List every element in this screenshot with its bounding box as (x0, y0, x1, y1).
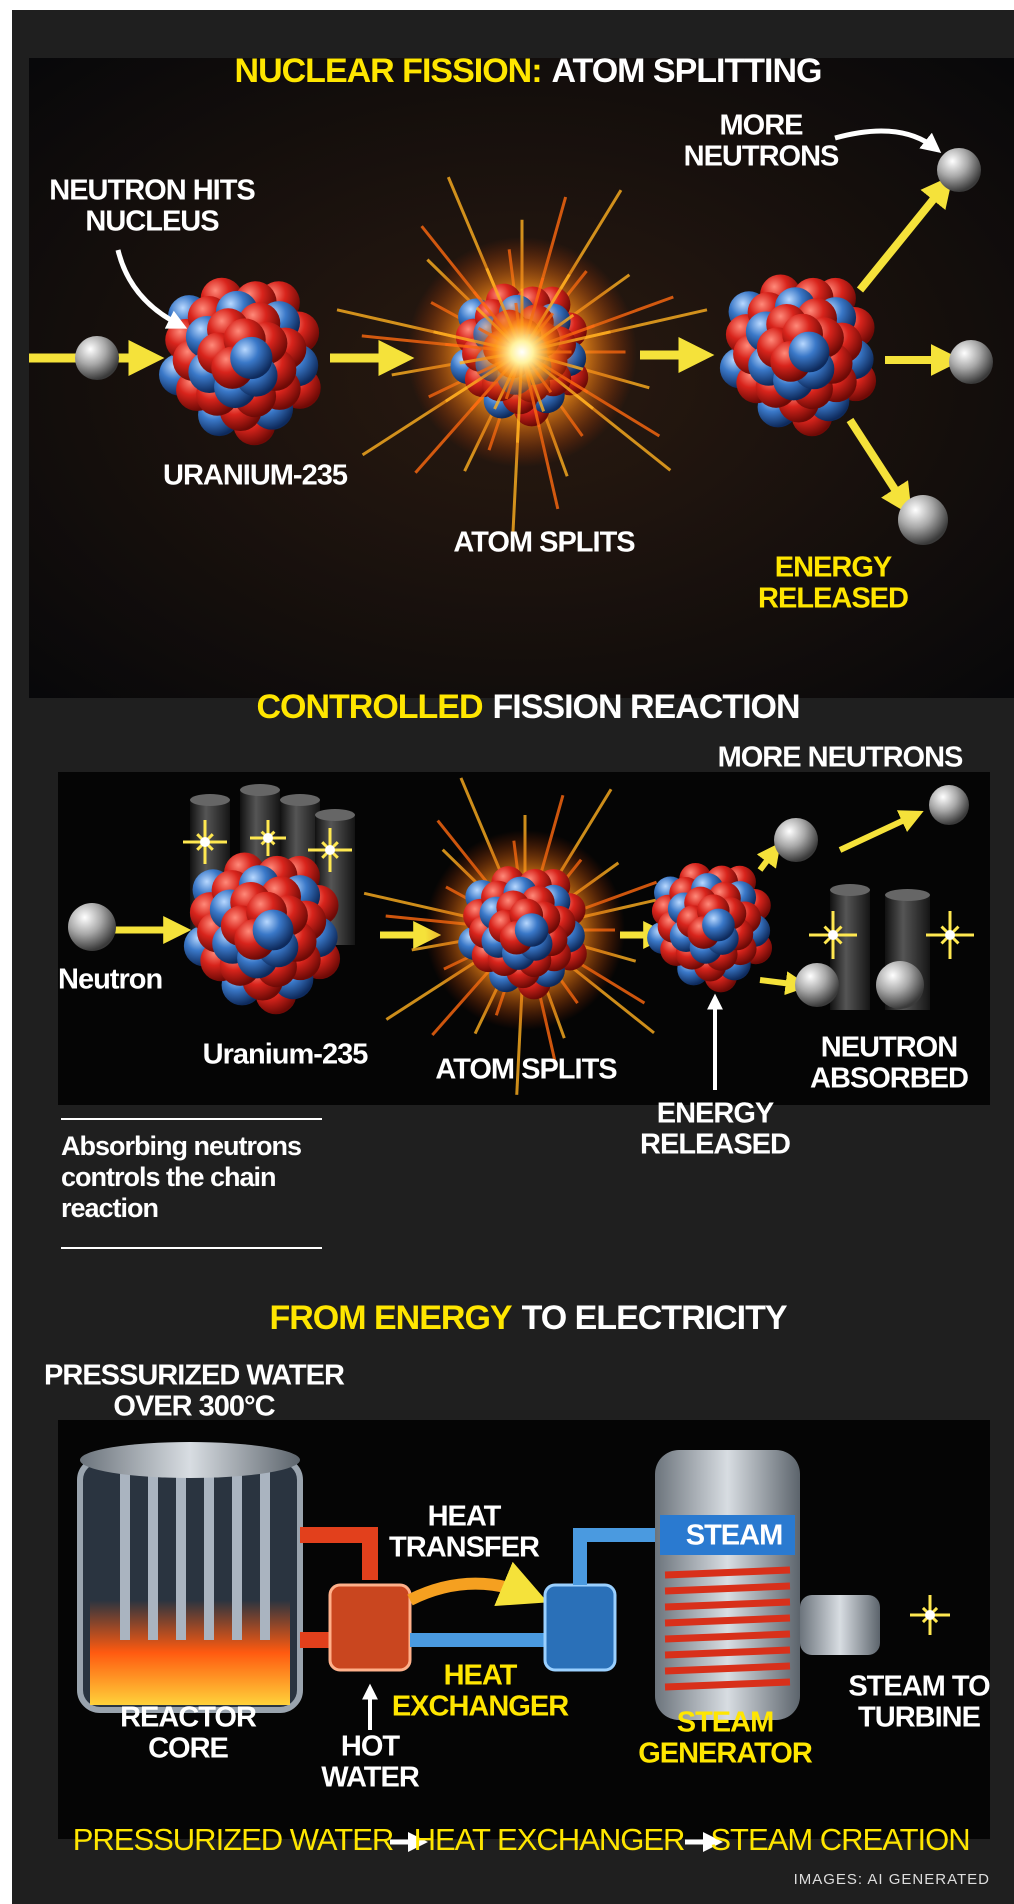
control-rod-top (190, 794, 230, 806)
coil (665, 1570, 790, 1575)
section-title: CONTROLLED FISSION REACTION (256, 688, 799, 726)
control-rod-top (830, 884, 870, 896)
label: ATOM SPLITS (435, 1054, 617, 1086)
label: EXCHANGER (392, 1691, 569, 1723)
flash-core (945, 930, 955, 940)
coil (665, 1682, 790, 1687)
infographic: NUCLEAR FISSION: ATOM SPLITTING NEUTRON HI… (0, 0, 1014, 1904)
explosion (467, 297, 577, 407)
flow-step: STEAM CREATION (710, 1822, 969, 1857)
heat-exchanger-hot (330, 1585, 410, 1670)
flow-step: HEAT EXCHANGER (414, 1822, 685, 1857)
label: WATER (321, 1762, 420, 1794)
title-rest: ATOM SPLITTING (552, 52, 822, 90)
label: MORE NEUTRONS (718, 742, 963, 774)
label: RELEASED (640, 1129, 790, 1161)
neutron (774, 818, 818, 862)
neutron (75, 336, 119, 380)
label: HOT (341, 1731, 401, 1763)
coil (665, 1650, 790, 1655)
title-highlight: FROM ENERGY (269, 1299, 512, 1337)
label: ENERGY (657, 1098, 774, 1130)
caption: controls the chain (61, 1162, 276, 1192)
coil (665, 1602, 790, 1607)
neutron (929, 785, 969, 825)
control-rod-top (885, 889, 930, 901)
label: OVER 300°C (113, 1391, 275, 1423)
label: NEUTRONS (684, 141, 839, 173)
flash-core (263, 833, 273, 843)
reactor-lid (80, 1442, 300, 1478)
flash-core (828, 930, 838, 940)
fuel-rod (148, 1470, 158, 1640)
caption: reaction (61, 1193, 158, 1223)
neutron (876, 961, 924, 1009)
credit: IMAGES: AI GENERATED (794, 1871, 990, 1888)
title-highlight: NUCLEAR FISSION: (235, 52, 542, 90)
heat-exchanger-cold (545, 1585, 615, 1670)
coil (665, 1586, 790, 1591)
label: HEAT (444, 1660, 518, 1692)
neutron (898, 495, 948, 545)
label: Neutron (58, 964, 162, 996)
label: NEUTRON HITS (49, 175, 255, 207)
control-rod-top (240, 784, 280, 796)
label: PRESSURIZED WATER (44, 1360, 345, 1392)
nucleon (789, 332, 830, 373)
nucleon (702, 909, 735, 942)
title-rest: TO ELECTRICITY (522, 1299, 788, 1337)
neutron (795, 963, 839, 1007)
label: CORE (148, 1733, 228, 1765)
coil (665, 1666, 790, 1671)
fuel-rod (120, 1470, 130, 1640)
neutron (68, 903, 116, 951)
caption: Absorbing neutrons (61, 1131, 301, 1161)
label: NUCLEUS (85, 206, 219, 238)
nucleon (253, 910, 294, 951)
control-rod-top (315, 809, 355, 821)
coil (665, 1634, 790, 1639)
fuel-rod (176, 1470, 186, 1640)
nucleon (230, 337, 272, 379)
label: REACTOR (120, 1702, 257, 1734)
coil (665, 1618, 790, 1623)
label: RELEASED (758, 583, 908, 615)
label: NEUTRON (821, 1032, 957, 1064)
label: GENERATOR (638, 1738, 813, 1770)
label: ATOM SPLITS (453, 527, 635, 559)
control-rod-top (280, 794, 320, 806)
label: MORE (720, 110, 804, 142)
nucleon (515, 913, 549, 947)
label: Uranium-235 (203, 1039, 369, 1071)
neutron (937, 148, 981, 192)
flash-core (925, 1610, 935, 1620)
label: HEAT (428, 1501, 502, 1533)
flow-step: PRESSURIZED WATER (73, 1822, 394, 1857)
flash-core (325, 845, 335, 855)
page: NUCLEAR FISSION: ATOM SPLITTING NEUTRON HI… (0, 0, 1014, 1904)
label: STEAM TO (848, 1671, 990, 1703)
turbine (800, 1595, 880, 1655)
neutron (949, 340, 993, 384)
label: URANIUM-235 (163, 460, 348, 492)
label: STEAM (686, 1520, 783, 1552)
label: ENERGY (775, 552, 892, 584)
section-title: FROM ENERGY TO ELECTRICITY (269, 1299, 787, 1337)
label: TURBINE (858, 1702, 981, 1734)
title-highlight: CONTROLLED (256, 688, 483, 726)
fuel-rod (260, 1470, 270, 1640)
title-rest: FISSION REACTION (493, 688, 800, 726)
section-title: NUCLEAR FISSION: ATOM SPLITTING (235, 52, 822, 90)
label: TRANSFER (389, 1532, 540, 1564)
label: ABSORBED (810, 1063, 968, 1095)
flash-core (200, 837, 210, 847)
fuel-rod (204, 1470, 214, 1640)
fuel-rod (232, 1470, 242, 1640)
label: STEAM (677, 1707, 774, 1739)
